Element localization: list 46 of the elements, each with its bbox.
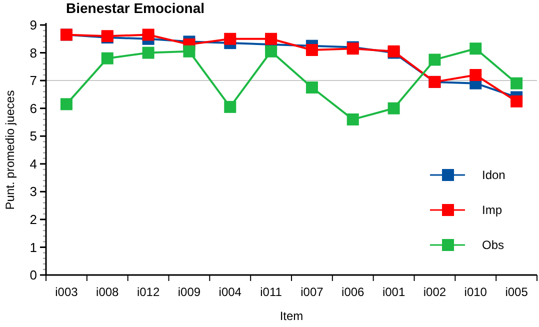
point — [265, 32, 278, 45]
point — [306, 82, 318, 94]
y-tick-label: 7 — [30, 73, 37, 88]
x-tick-label: i002 — [423, 285, 446, 299]
y-tick-label: 3 — [30, 184, 37, 200]
y-tick-label: 1 — [30, 240, 37, 255]
y-tick-label: 2 — [30, 212, 37, 227]
x-axis-title: Item — [280, 309, 304, 323]
chart-title: Bienestar Emocional — [66, 0, 204, 16]
x-tick-label: i011 — [260, 285, 282, 299]
x-tick-label: i009 — [178, 285, 201, 299]
point — [388, 102, 400, 114]
point — [60, 98, 72, 110]
x-tick-label: i005 — [505, 285, 528, 299]
y-tick-label: 4 — [30, 156, 37, 172]
point — [428, 54, 441, 66]
point — [470, 69, 482, 81]
point — [510, 95, 523, 108]
point — [265, 45, 278, 58]
x-tick-label: i008 — [96, 285, 120, 299]
legend-label: Idon — [482, 168, 506, 182]
point — [101, 52, 114, 64]
y-tick-label: 0 — [30, 268, 37, 283]
point — [224, 100, 236, 113]
point — [306, 44, 318, 56]
x-tick-label: i001 — [382, 285, 406, 299]
y-tick-label: 6 — [30, 100, 37, 116]
point — [183, 45, 196, 58]
y-tick-label: 9 — [30, 18, 37, 33]
point — [224, 32, 236, 45]
x-tick-label: i004 — [218, 285, 242, 299]
legend-label: Obs — [482, 238, 504, 252]
y-tick-label: 8 — [30, 45, 37, 60]
point — [470, 42, 482, 55]
point — [142, 28, 154, 41]
x-tick-label: i010 — [464, 285, 488, 299]
point — [346, 113, 359, 126]
x-tick-label: i006 — [342, 285, 365, 299]
point — [510, 77, 523, 90]
y-axis-title: Punt. promedio jueces — [3, 90, 17, 210]
point — [142, 46, 154, 59]
x-tick-label: i012 — [136, 285, 160, 299]
x-tick-label: i007 — [300, 285, 324, 299]
y-tick-label: 5 — [30, 128, 37, 144]
legend-label: Imp — [482, 203, 502, 218]
x-tick-label: i003 — [55, 285, 78, 299]
